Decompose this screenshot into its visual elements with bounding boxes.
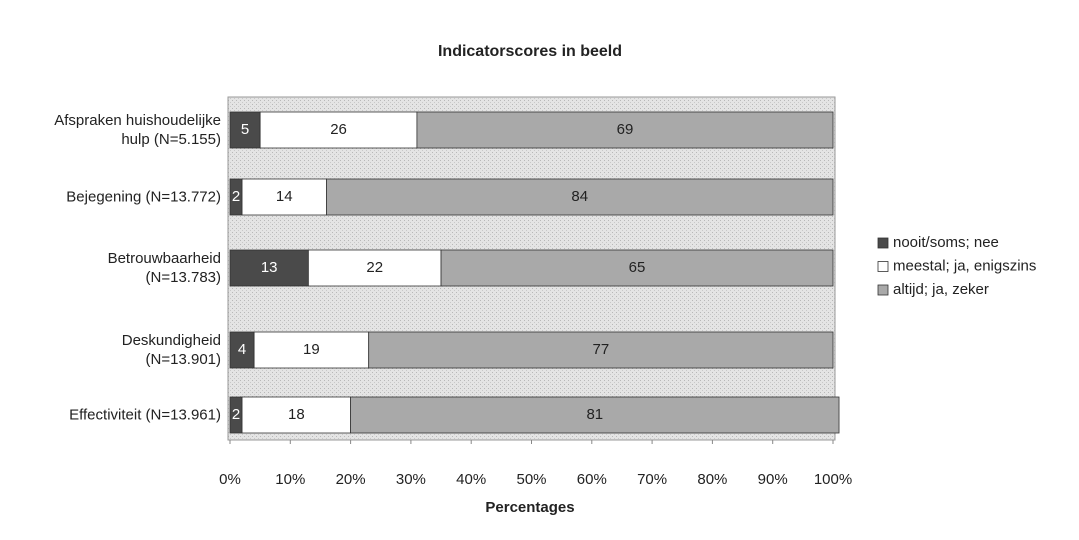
legend-swatch	[877, 261, 889, 272]
data-label: 77	[593, 341, 610, 358]
x-tick-label: 30%	[396, 471, 426, 488]
y-tick-label: Effectiviteit (N=13.961)	[69, 406, 221, 424]
x-tick-label: 40%	[456, 471, 486, 488]
bar-segment	[416, 111, 834, 149]
x-tick-label: 100%	[814, 471, 852, 488]
x-tick-label: 90%	[758, 471, 788, 488]
data-label: 19	[303, 341, 320, 358]
bar-segment	[229, 111, 261, 149]
data-label: 84	[571, 188, 588, 205]
data-label: 2	[232, 406, 240, 423]
bar-segment	[350, 396, 840, 434]
x-tick-label: 80%	[697, 471, 727, 488]
y-tick-label: Betrouwbaarheid (N=13.783)	[107, 250, 221, 286]
data-label: 14	[276, 188, 293, 205]
data-label: 22	[366, 259, 383, 276]
data-label: 81	[586, 406, 603, 423]
y-tick-label: Deskundigheid (N=13.901)	[121, 332, 221, 368]
data-label: 4	[238, 341, 246, 358]
data-label: 26	[330, 121, 347, 138]
data-label: 18	[288, 406, 305, 423]
bar-segment	[368, 331, 834, 369]
bar-segment	[440, 249, 834, 287]
data-label: 13	[261, 259, 278, 276]
y-tick-label: Bejegening (N=13.772)	[66, 188, 221, 206]
x-tick-label: 70%	[637, 471, 667, 488]
bar-segment	[241, 178, 327, 216]
data-label: 2	[232, 188, 240, 205]
data-label: 65	[629, 259, 646, 276]
bar-segment	[241, 396, 351, 434]
legend-label: altijd; ja, zeker	[893, 281, 989, 298]
x-tick-label: 20%	[336, 471, 366, 488]
bar-segment	[307, 249, 442, 287]
x-tick-label: 0%	[219, 471, 241, 488]
legend-swatch	[877, 237, 889, 249]
x-tick-label: 10%	[275, 471, 305, 488]
bar-segment	[326, 178, 834, 216]
legend-swatch	[877, 284, 889, 296]
x-tick-label: 60%	[577, 471, 607, 488]
x-tick-label: 50%	[516, 471, 546, 488]
y-tick-label: Afspraken huishoudelijke hulp (N=5.155)	[54, 112, 221, 148]
x-axis-label: Percentages	[485, 499, 574, 516]
legend-label: meestal; ja, enigszins	[893, 257, 1036, 274]
data-label: 69	[617, 121, 634, 138]
chart-title: Indicatorscores in beeld	[438, 43, 622, 60]
bar-segment	[253, 331, 370, 369]
bar-segment	[259, 111, 418, 149]
data-label: 5	[241, 121, 249, 138]
legend-label: nooit/soms; nee	[893, 234, 999, 251]
